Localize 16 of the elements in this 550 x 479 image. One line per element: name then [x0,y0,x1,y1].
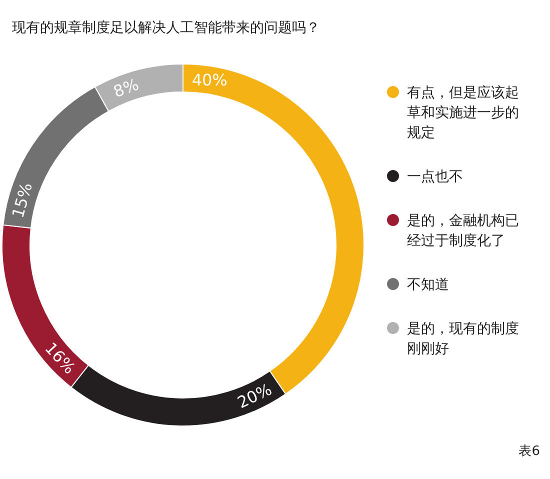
legend-label: 一点也不 [407,169,463,185]
data-label: 20% [234,380,275,412]
text: 表6 [518,444,540,459]
legend-item: 不知道 [387,277,449,293]
legend-item: 是的，金融机构已经过于制度化了 [387,213,519,249]
legend-label: 是的，金融机构已经过于制度化了 [407,213,519,249]
data-label: 8% [110,74,142,102]
data-label: 40% [192,70,228,90]
legend-item: 一点也不 [387,169,463,185]
legend-label: 是的，现有的制度刚刚好 [407,321,519,357]
data-label: 15% [8,180,36,220]
chart-title: 现有的规章制度足以解决人工智能带来的问题吗？ [12,20,320,36]
legend-item: 有点，但是应该起草和实施进一步的规定 [387,85,519,141]
legend-item: 是的，现有的制度刚刚好 [387,321,519,357]
legend-label: 不知道 [407,277,449,293]
legend-label: 有点，但是应该起草和实施进一步的规定 [407,85,519,141]
